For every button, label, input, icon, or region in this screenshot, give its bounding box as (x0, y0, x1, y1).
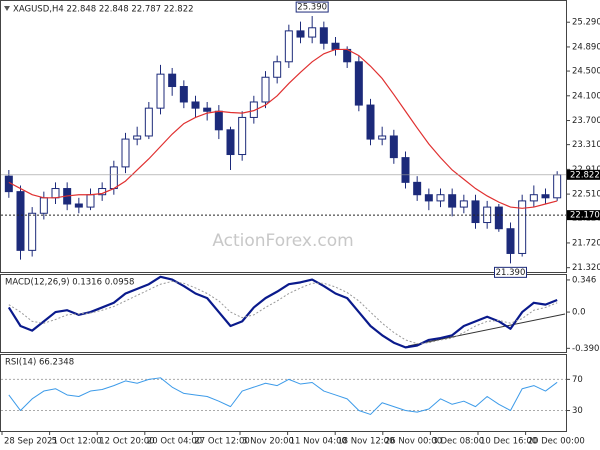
candle-body (86, 194, 95, 208)
candle-body (436, 194, 445, 202)
x-tick-label: 27 Oct 12:00 (194, 437, 249, 447)
candle-body (424, 194, 433, 202)
candle-body (378, 135, 387, 140)
candle-body (179, 86, 188, 103)
candle-body (296, 30, 305, 38)
y-tick-label: 22.510 (572, 190, 600, 200)
trend-line (407, 313, 566, 347)
candle-body (413, 181, 422, 196)
candle-body (308, 27, 317, 38)
candle-body (529, 194, 538, 202)
candle-body (506, 228, 515, 254)
x-tick-label: 5 Oct 12:00 (52, 437, 102, 447)
y-tick-label: 24.890 (572, 42, 600, 52)
x-tick-label: 12 Oct 20:00 (99, 437, 154, 447)
watermark: ActionForex.com (212, 231, 353, 251)
candle-body (389, 135, 398, 159)
y-tick-label: 0.346 (572, 275, 596, 285)
candle-body (273, 61, 282, 78)
y-tick-label: 24.100 (572, 91, 600, 101)
candle-body (401, 157, 410, 183)
candle-body (74, 203, 83, 208)
y-tick-label: 70 (572, 375, 583, 385)
candle-body (16, 191, 25, 251)
candle-body (541, 194, 550, 199)
y-tick-label: 21.320 (572, 263, 600, 273)
symbol-icon (4, 6, 10, 11)
candle-body (28, 212, 37, 251)
candle-body (249, 101, 258, 118)
rsi-panel (0, 354, 567, 432)
main-panel (0, 0, 567, 273)
candle-body (156, 73, 165, 109)
y-tick-label: 21.720 (572, 238, 600, 248)
y-tick-label: -0.3906 (572, 344, 600, 354)
candle-body (319, 27, 328, 44)
candle-body (494, 206, 503, 230)
candle-body (284, 30, 293, 63)
candle-body (168, 73, 177, 88)
x-tick-label: 18 Nov 12:00 (337, 437, 394, 447)
y-tick-label: 24.500 (572, 67, 600, 77)
x-tick-label: 28 Sep 2021 (4, 437, 58, 447)
candle-body (331, 42, 340, 50)
y-tick-label: 0.0 (572, 308, 586, 318)
x-tick-label: 3 Dec 08:00 (432, 437, 484, 447)
candle-body (191, 101, 200, 109)
candle-body (448, 194, 457, 208)
candle-body (553, 174, 562, 199)
chart-title: XAGUSD,H4 22.848 22.848 22.787 22.822 (13, 5, 194, 15)
candle-body (226, 129, 235, 156)
moving-average (8, 48, 558, 209)
price-flag-label: 21.390 (496, 268, 526, 278)
support-box (567, 210, 600, 221)
x-tick-label: 10 Dec 16:00 (480, 437, 537, 447)
x-tick-label: 20 Dec 00:00 (528, 437, 585, 447)
candle-body (109, 166, 118, 190)
x-tick-label: 20 Oct 04:00 (147, 437, 202, 447)
candle-body (39, 197, 48, 214)
candle-body (518, 200, 527, 254)
candle-body (459, 200, 468, 208)
price-flag-label: 25.390 (297, 3, 327, 13)
y-tick-label: 30 (572, 406, 583, 416)
candle-body (121, 138, 130, 168)
y-tick-label: 23.700 (572, 116, 600, 126)
candle-body (133, 135, 142, 140)
candle-body (203, 107, 212, 112)
support-label: 22.170 (570, 211, 600, 221)
current-price-box (567, 169, 600, 180)
macd-title: MACD(12,26,9) 0.1316 0.0958 (5, 278, 134, 288)
x-tick-label: 3 Nov 20:00 (242, 437, 294, 447)
rsi-title: RSI(14) 66.2348 (5, 358, 74, 368)
candle-body (261, 76, 270, 103)
candle-body (471, 200, 480, 224)
x-tick-label: 11 Nov 04:00 (290, 437, 347, 447)
y-tick-label: 25.290 (572, 18, 600, 28)
candle-body (214, 110, 223, 131)
candle-body (238, 116, 247, 156)
y-tick-label: 23.310 (572, 140, 600, 150)
x-tick-label: 26 Nov 00:00 (385, 437, 442, 447)
macd-panel (0, 274, 567, 353)
current-price-label: 22.822 (570, 170, 600, 180)
candle-body (51, 188, 60, 199)
price-flag-box (295, 1, 329, 13)
price-flag-box (494, 266, 527, 278)
candle-body (354, 61, 363, 106)
candle-body (366, 104, 375, 140)
indicator-line (7, 275, 558, 349)
indicator-line (8, 377, 558, 415)
candle-body (144, 107, 153, 137)
